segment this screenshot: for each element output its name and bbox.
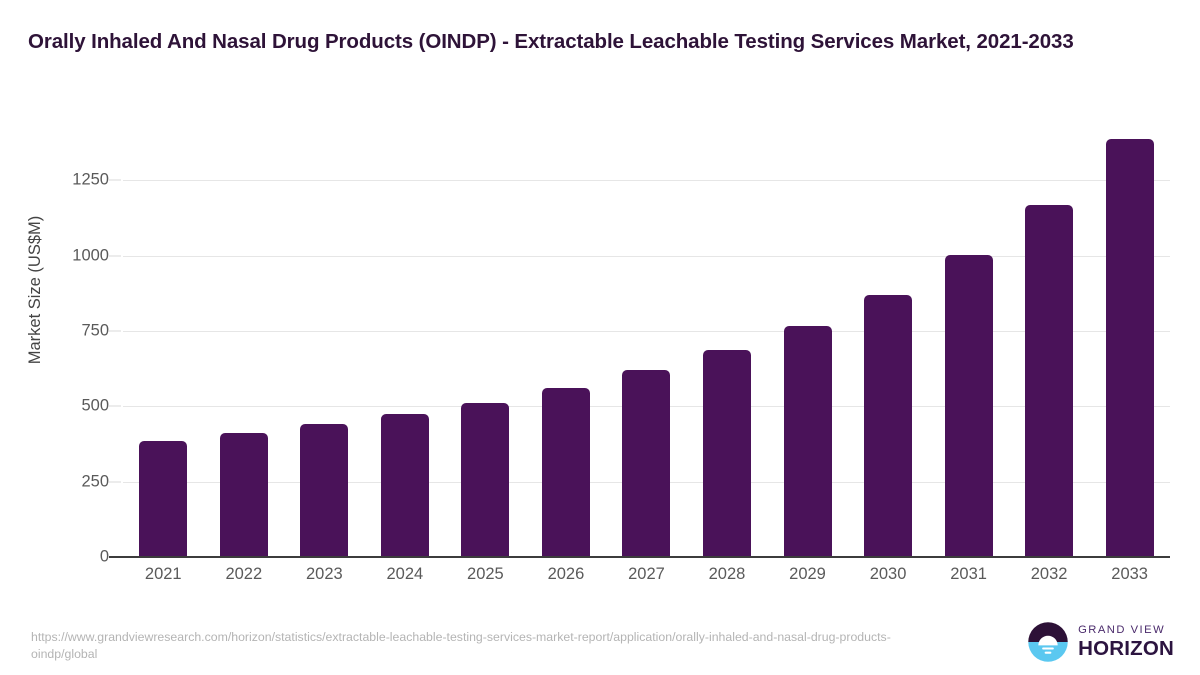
bar[interactable] <box>541 387 590 557</box>
gridline <box>123 255 1170 257</box>
horizon-circle-icon <box>1028 622 1068 662</box>
logo-line-2: HORIZON <box>1078 636 1174 660</box>
bar[interactable] <box>783 325 832 557</box>
bar-slot <box>848 120 929 557</box>
y-axis-title: Market Size (US$M) <box>26 215 44 365</box>
x-axis-tick-label: 2031 <box>950 565 987 583</box>
bar-slot <box>606 120 687 557</box>
y-axis-tick-label: 250 <box>81 472 109 491</box>
x-axis-tick-label: 2027 <box>628 565 665 583</box>
bar[interactable] <box>461 403 510 557</box>
bar-slot <box>687 120 768 557</box>
y-axis-tick-label: 500 <box>81 396 109 415</box>
bar[interactable] <box>219 432 268 557</box>
bar[interactable] <box>139 440 188 557</box>
bar-slot <box>284 120 365 557</box>
bar-slot <box>928 120 1009 557</box>
gridline <box>123 180 1170 182</box>
bar[interactable] <box>1025 205 1074 557</box>
x-axis-tick-label: 2024 <box>386 565 424 583</box>
y-axis-tick-label: 1000 <box>72 246 109 265</box>
source-url[interactable]: https://www.grandviewresearch.com/horizo… <box>31 630 891 661</box>
y-axis-tick-mark <box>109 179 121 181</box>
x-axis-tick-label: 2029 <box>789 565 826 583</box>
logo-line-1: GRAND VIEW <box>1078 623 1166 636</box>
x-axis-tick-label: 2032 <box>1030 565 1068 583</box>
bar-slot <box>1009 120 1090 557</box>
x-axis-tick-label: 2033 <box>1111 565 1148 583</box>
x-axis-tick-label: 2025 <box>467 565 504 583</box>
bar-slot <box>365 120 446 557</box>
x-axis-tick-label: 2022 <box>225 565 263 583</box>
bar[interactable] <box>380 414 429 557</box>
x-axis-tick-label: 2023 <box>305 565 343 583</box>
plot-area <box>109 120 1170 558</box>
page-title: Orally Inhaled And Nasal Drug Products (… <box>28 30 1074 53</box>
bar-slot <box>204 120 285 557</box>
x-axis-tick-label: 2028 <box>708 565 746 583</box>
bar[interactable] <box>1105 139 1154 557</box>
x-axis-tick-label: 2026 <box>547 565 585 583</box>
bar[interactable] <box>300 423 349 557</box>
bar[interactable] <box>864 295 913 557</box>
x-axis-tick-labels: 2021 2022 2023 2024 2025 2026 2027 2028 2029 2030… <box>123 565 1170 584</box>
x-axis-line <box>109 556 1170 558</box>
gridline <box>123 330 1170 332</box>
x-axis-tick-label: 2030 <box>869 565 907 583</box>
grand-view-horizon-logo[interactable]: GRAND VIEW HORIZON <box>1027 620 1174 664</box>
bar-slot <box>767 120 848 557</box>
bar[interactable] <box>944 255 993 557</box>
y-axis-tick-mark <box>109 255 121 257</box>
y-axis-tick-mark <box>109 405 121 407</box>
bar[interactable] <box>702 350 751 557</box>
logo-wordmark: GRAND VIEW HORIZON <box>1078 623 1174 660</box>
bar-slot <box>445 120 526 557</box>
y-axis-tick-label: 750 <box>81 321 109 340</box>
bar-slot <box>123 120 204 557</box>
y-axis-tick-label: 0 <box>99 547 109 566</box>
bar-slot <box>1089 120 1170 557</box>
x-axis-tick-label: 2021 <box>144 565 182 583</box>
bar-slot <box>526 120 607 557</box>
y-axis-tick-label: 1250 <box>72 170 109 189</box>
bar-series <box>123 120 1170 557</box>
bar[interactable] <box>622 370 671 557</box>
y-axis-tick-mark <box>109 481 121 483</box>
y-axis-tick-mark <box>109 330 121 332</box>
